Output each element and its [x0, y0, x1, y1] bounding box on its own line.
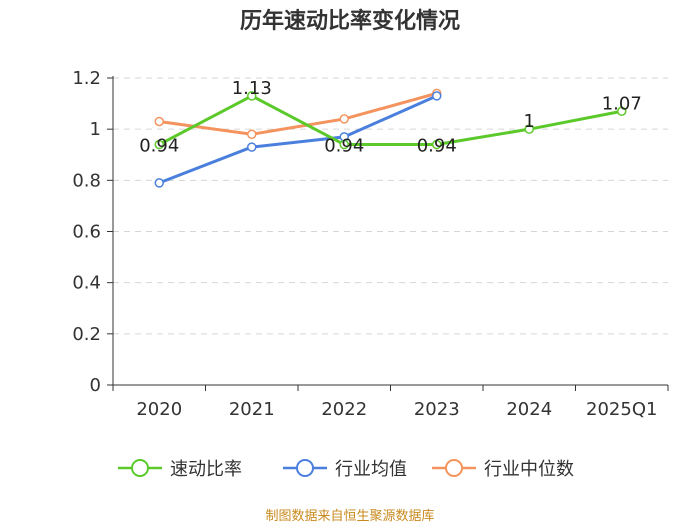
legend-swatch-marker [296, 459, 314, 477]
x-tick-label: 2022 [321, 399, 367, 420]
data-point [247, 129, 257, 140]
data-label: 0.94 [417, 136, 457, 157]
data-point [339, 139, 349, 150]
y-tick-label: 0 [90, 375, 101, 396]
data-point [432, 139, 442, 150]
data-point [524, 124, 534, 134]
data-point [339, 114, 349, 124]
axes [112, 76, 668, 386]
legend: 速动比率 行业均值 行业中位数 [118, 459, 574, 480]
series-line-1 [158, 94, 623, 147]
data-label: 0.94 [139, 136, 179, 157]
chart-title: 历年速动比率变化情况 [240, 8, 460, 34]
y-tick-label: 0.2 [72, 324, 101, 345]
legend-swatch-marker [131, 459, 149, 477]
legend-item-1: 速动比率 [118, 459, 242, 480]
series-line-3 [159, 91, 438, 136]
x-tick-label: 2021 [229, 399, 275, 420]
legend-item-3: 行业中位数 [432, 459, 574, 480]
data-point [154, 178, 164, 188]
y-tick-label: 1.2 [72, 68, 101, 89]
data-point [617, 106, 627, 117]
series-lines [158, 91, 623, 185]
source-note: 制图数据来自恒生聚源数据库 [265, 508, 434, 524]
x-tick-label: 2023 [414, 399, 460, 420]
data-labels: 0.94 1.13 0.94 0.94 1 1.07 [139, 78, 642, 157]
data-point [247, 142, 257, 152]
data-label: 0.94 [324, 136, 364, 157]
legend-label: 速动比率 [170, 459, 242, 480]
y-axis-ticks: 0 0.2 0.4 0.6 0.8 1 1.2 [72, 68, 113, 396]
x-tick-label: 2024 [506, 399, 552, 420]
y-tick-label: 1 [90, 119, 101, 140]
legend-label: 行业中位数 [484, 459, 574, 480]
legend-item-2: 行业均值 [283, 459, 407, 480]
x-tick-label: 2020 [136, 399, 182, 420]
data-label: 1 [524, 111, 535, 132]
y-tick-label: 0.6 [72, 222, 101, 243]
y-tick-label: 0.4 [72, 273, 101, 294]
series-points [154, 88, 627, 188]
data-label: 1.07 [602, 93, 642, 114]
legend-label: 行业均值 [335, 459, 407, 480]
data-point [154, 116, 164, 127]
x-axis-ticks: 2020 2021 2022 2023 2024 2025Q1 [112, 385, 669, 420]
data-label: 1.13 [232, 78, 272, 99]
series-line-2 [158, 94, 438, 185]
x-tick-label: 2025Q1 [586, 399, 657, 420]
data-point [432, 91, 442, 101]
data-point [154, 139, 164, 150]
data-point [247, 91, 257, 101]
y-tick-label: 0.8 [72, 170, 101, 191]
legend-swatch-marker [445, 459, 463, 477]
